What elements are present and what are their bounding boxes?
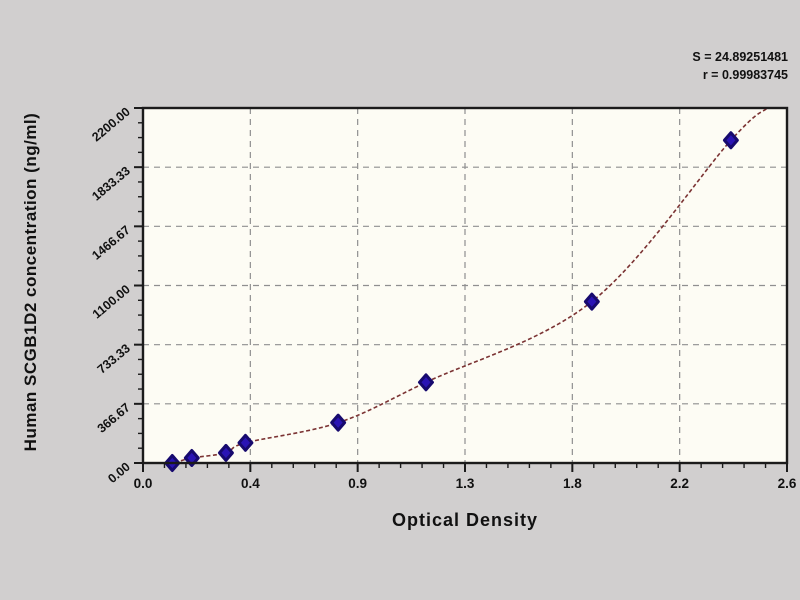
fit-correlation: r = 0.99983745 [702, 68, 788, 82]
data-point [330, 413, 347, 432]
y-axis-title: Human SCGB1D2 concentration (ng/ml) [21, 112, 40, 452]
x-tick-label: 2.6 [778, 476, 797, 491]
fit-standard-error: S = 24.89251481 [692, 50, 788, 64]
y-tick-label: 1466.67 [89, 223, 133, 263]
y-tick-label: 366.67 [95, 400, 133, 435]
data-point [417, 373, 434, 392]
plot-frame [141, 106, 789, 465]
x-tick-label: 1.3 [456, 476, 475, 491]
x-tick-label: 0.4 [241, 476, 260, 491]
data-point [183, 448, 200, 467]
y-tick-label: 733.33 [95, 341, 133, 376]
data-point [237, 433, 254, 452]
data-point [583, 292, 600, 311]
x-tick-label: 0.9 [348, 476, 367, 491]
x-tick-label: 1.8 [563, 476, 582, 491]
y-tick-label: 2200.00 [89, 105, 133, 145]
x-tick-label: 2.2 [670, 476, 689, 491]
y-tick-label: 1833.33 [89, 164, 133, 204]
x-tick-label: 0.0 [134, 476, 153, 491]
data-point [722, 131, 739, 150]
data-point [217, 443, 234, 462]
y-tick-label: 1100.00 [90, 282, 133, 321]
fit-statistics: S = 24.89251481 r = 0.99983745 [692, 48, 788, 84]
x-axis-title: Optical Density [391, 510, 539, 530]
y-tick-label: 0.00 [105, 460, 133, 486]
